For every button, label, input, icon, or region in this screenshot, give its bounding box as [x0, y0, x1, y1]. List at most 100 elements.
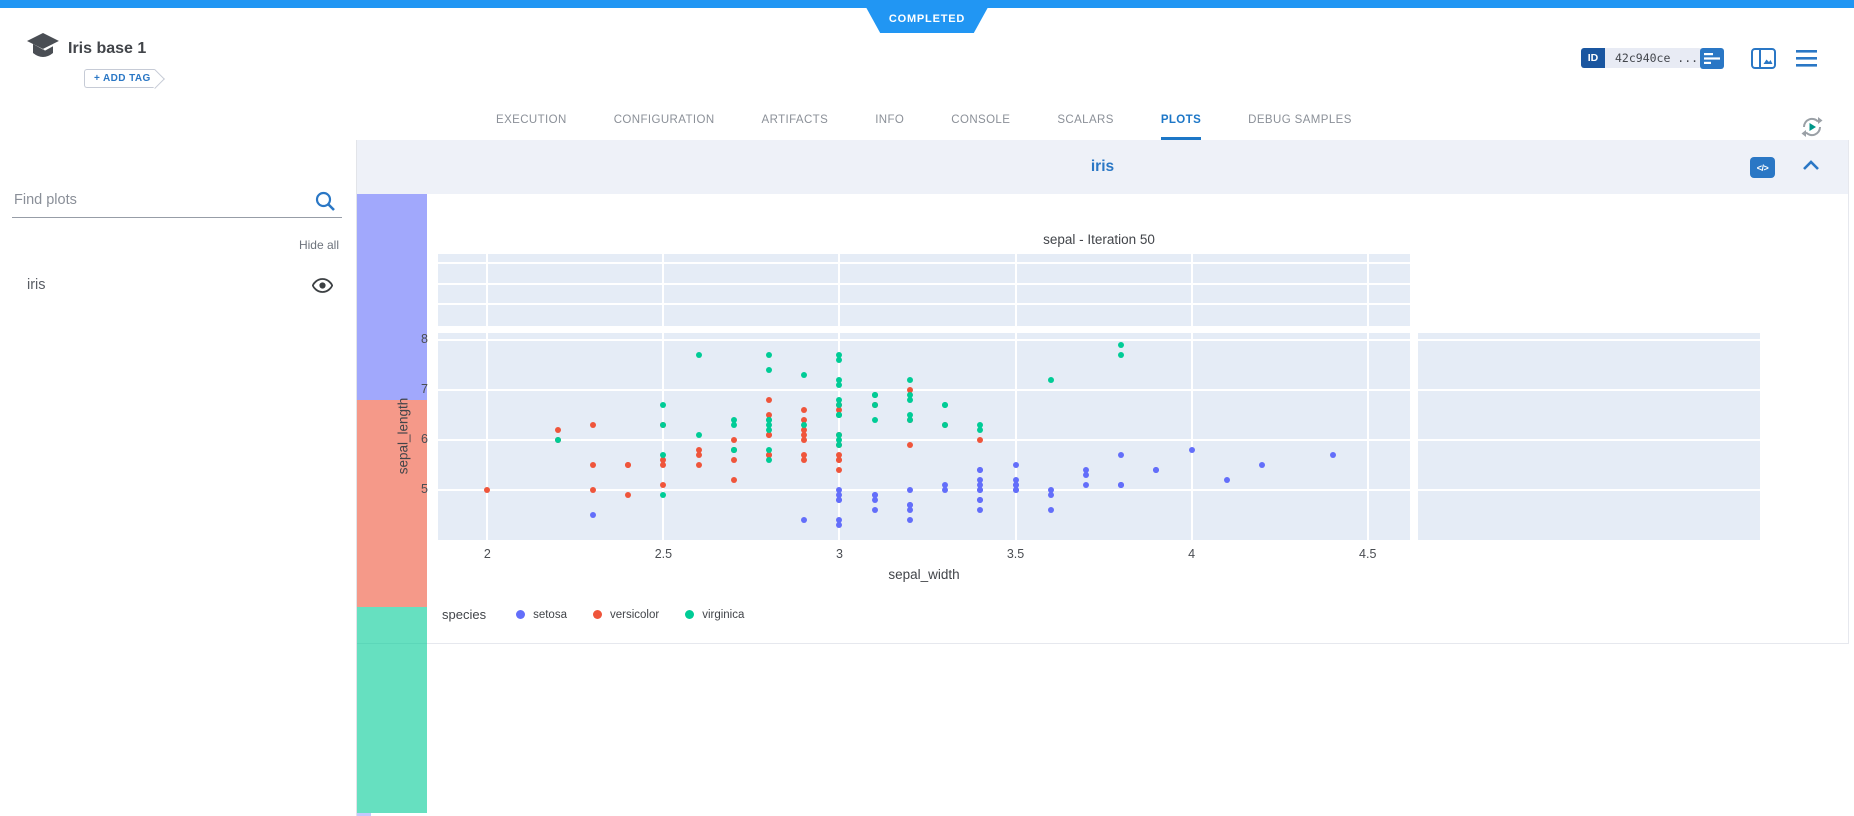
menu-icon[interactable] [1796, 50, 1817, 67]
hist-bar-setosa [357, 359, 428, 384]
tab-artifacts[interactable]: ARTIFACTS [761, 114, 829, 126]
scatter-point-setosa [1012, 487, 1019, 493]
scatter-point-virginica [942, 422, 949, 428]
x-tick-label: 4 [1188, 547, 1196, 561]
scatter-point-virginica [906, 397, 913, 403]
scatter-point-virginica [1118, 342, 1125, 348]
x-gridline [662, 254, 665, 326]
scatter-point-versicolor [906, 442, 913, 448]
chevron-up-icon[interactable] [1802, 159, 1820, 171]
view-source-icon[interactable]: </> [1750, 157, 1775, 178]
tab-configuration[interactable]: CONFIGURATION [613, 114, 715, 126]
legend-item-virginica[interactable]: virginica [685, 609, 744, 621]
hide-all-link[interactable]: Hide all [298, 238, 339, 252]
scatter-point-setosa [1223, 477, 1230, 483]
hist-bar-setosa [357, 202, 428, 244]
id-label: ID [1581, 48, 1605, 68]
scatter-point-versicolor [766, 412, 773, 418]
box-plot-panel [1418, 333, 1760, 540]
scatter-point-versicolor [801, 407, 808, 413]
scatter-point-versicolor [695, 462, 702, 468]
split-view-icon[interactable] [1751, 48, 1776, 69]
tab-console[interactable]: CONSOLE [951, 114, 1011, 126]
legend-label: virginica [702, 608, 745, 621]
tab-plots[interactable]: PLOTS [1160, 114, 1202, 140]
scatter-point-versicolor [730, 457, 737, 463]
x-gridline [1190, 254, 1193, 326]
scatter-point-setosa [801, 517, 808, 523]
scatter-point-setosa [1047, 487, 1054, 493]
scatter-point-virginica [1118, 352, 1125, 358]
iris-jointplot-chart[interactable]: sepal - Iteration 50 sepal_length sepal_… [357, 194, 1849, 816]
add-tag-button[interactable]: + ADD TAG [84, 69, 155, 88]
tab-info[interactable]: INFO [875, 114, 905, 126]
hist-gridline [438, 303, 1410, 306]
scatter-point-versicolor [660, 457, 667, 463]
y-gridline [438, 439, 1410, 441]
scatter-point-virginica [836, 377, 843, 383]
details-icon[interactable] [1700, 48, 1724, 69]
x-gridline [1014, 333, 1017, 540]
scatter-point-versicolor [625, 492, 632, 498]
scatter-point-setosa [977, 497, 984, 503]
scatter-point-virginica [977, 427, 984, 433]
scatter-point-virginica [766, 447, 773, 453]
scatter-point-virginica [766, 352, 773, 358]
plots-sidebar: Hide all iris [0, 140, 357, 816]
scatter-point-virginica [730, 422, 737, 428]
legend-item-setosa[interactable]: setosa [516, 609, 567, 621]
hist-bar-setosa [357, 272, 428, 335]
scatter-point-versicolor [836, 452, 843, 458]
x-gridline [838, 254, 841, 326]
x-gridline [486, 254, 489, 326]
search-input[interactable] [12, 186, 342, 218]
plot-card-header: iris </> [357, 140, 1848, 194]
scatter-point-virginica [871, 417, 878, 423]
scatter-point-versicolor [836, 407, 843, 413]
tab-scalars[interactable]: SCALARS [1057, 114, 1114, 126]
scatter-point-versicolor [801, 457, 808, 463]
scatter-point-setosa [1259, 462, 1266, 468]
search-icon[interactable] [314, 190, 336, 212]
scatter-point-virginica [801, 422, 808, 428]
scatter-point-virginica [766, 367, 773, 373]
scatter-point-virginica [660, 402, 667, 408]
hist-bar-versicolor [357, 404, 428, 425]
scatter-point-virginica [906, 412, 913, 418]
scatter-point-versicolor [554, 427, 561, 433]
scatter-point-virginica [695, 352, 702, 358]
rug-mark-setosa [357, 812, 371, 816]
tab-debug-samples[interactable]: DEBUG SAMPLES [1248, 114, 1352, 126]
scatter-point-versicolor [589, 487, 596, 493]
hist-bar-virginica [357, 804, 428, 813]
scatter-point-virginica [766, 417, 773, 423]
scatter-point-setosa [1012, 477, 1019, 483]
scatter-point-virginica [836, 402, 843, 408]
tab-execution[interactable]: EXECUTION [496, 114, 567, 126]
plot-card: iris </> sepal - Iteration 50 sepal_leng… [357, 140, 1849, 816]
plot-list: iris [0, 268, 355, 302]
id-value: 42c940ce ... [1605, 48, 1709, 68]
y-gridline [1418, 489, 1760, 491]
auto-refresh-icon[interactable] [1799, 114, 1825, 140]
scatter-point-versicolor [977, 437, 984, 443]
scatter-point-setosa [871, 492, 878, 498]
x-axis-label: sepal_width [888, 567, 960, 582]
legend-item-versicolor[interactable]: versicolor [592, 608, 660, 621]
scatter-point-setosa [1118, 452, 1125, 458]
scatter-point-versicolor [836, 467, 843, 473]
x-gridline [1366, 333, 1369, 540]
tab-bar: EXECUTION CONFIGURATION ARTIFACTS INFO CONSO… [496, 114, 1352, 140]
y-gridline [1418, 439, 1760, 441]
legend-label: versicolor [609, 608, 660, 621]
experiment-id-badge[interactable]: ID 42c940ce ... [1581, 48, 1709, 68]
x-tick-label: 2 [483, 547, 491, 561]
scatter-point-versicolor [660, 482, 667, 488]
scatter-point-versicolor [660, 462, 667, 468]
scatter-point-setosa [942, 482, 949, 488]
scatter-point-versicolor [589, 422, 596, 428]
plot-list-item-iris[interactable]: iris [0, 268, 355, 302]
scatter-point-versicolor [766, 452, 773, 458]
eye-icon[interactable] [312, 277, 333, 293]
scatter-point-virginica [836, 352, 843, 358]
